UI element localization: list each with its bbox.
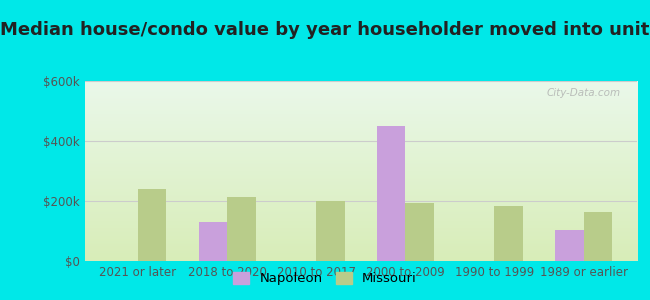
- Bar: [406, 202, 434, 261]
- Bar: [316, 201, 344, 261]
- Bar: [138, 189, 166, 261]
- Text: Median house/condo value by year householder moved into unit: Median house/condo value by year househo…: [0, 21, 650, 39]
- Text: City-Data.com: City-Data.com: [546, 88, 620, 98]
- Bar: [198, 222, 227, 261]
- Bar: [495, 206, 523, 261]
- Bar: [227, 196, 255, 261]
- Bar: [377, 126, 406, 261]
- Bar: [584, 212, 612, 261]
- Bar: [555, 230, 584, 261]
- Legend: Napoleon, Missouri: Napoleon, Missouri: [227, 266, 422, 290]
